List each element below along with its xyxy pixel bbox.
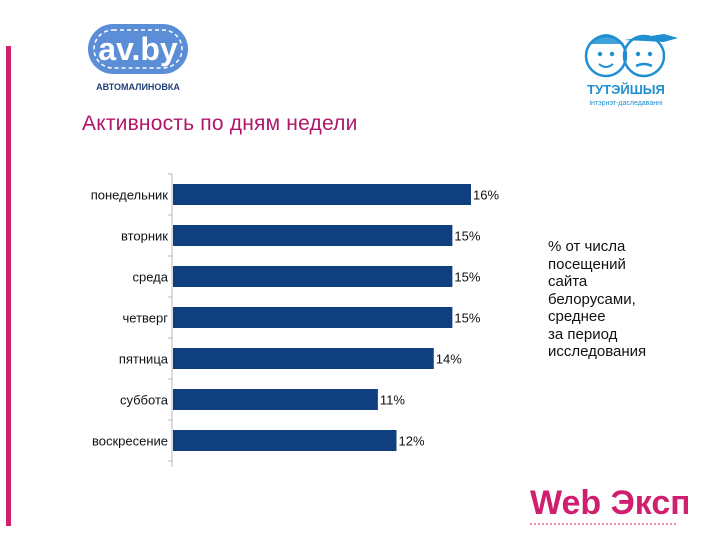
note-line: посещений [548,255,626,273]
tuteyshyya-name: ТУТЭЙШЫЯ [587,82,665,97]
category-label: среда [133,270,169,285]
bar-1 [173,184,471,205]
av-by-tagline: АВТОМАЛИНОВКА [96,82,180,92]
chart-note: % от числа посещений сайта белорусами, с… [548,238,708,361]
data-label: 16% [473,188,499,203]
bar-7 [173,430,397,451]
category-label: понедельник [91,188,169,203]
data-label: 14% [436,352,462,367]
category-label: суббота [120,393,169,408]
bar-2 [173,225,453,246]
tuteyshyya-tagline: інтэрнэт-даследаванні [589,99,662,107]
category-label: пятница [119,352,169,367]
category-label: вторник [121,229,168,244]
data-label: 12% [399,434,425,449]
web-expert-logo: Web Эксперт [528,476,720,537]
data-label: 15% [454,270,480,285]
note-line: за период [548,325,618,343]
note-line: белорусами, [548,290,636,308]
bar-6 [173,389,378,410]
slide-title: Активность по дням недели [82,112,358,135]
accent-bar [6,46,11,526]
note-line: среднее [548,308,606,325]
weekday-activity-chart: понедельник 16% вторник 15% среда 15% четверг 1… [60,168,530,473]
note-line: сайта [548,273,588,290]
category-label: воскресение [92,434,168,449]
category-label: четверг [123,311,169,326]
web-expert-wordmark: Web Эксперт [530,484,688,522]
data-label: 15% [454,311,480,326]
data-label: 15% [454,229,480,244]
bar-3 [173,266,453,287]
note-line: % от числа [548,238,626,255]
data-label: 11% [380,393,405,408]
tuteyshyya-logo: ТУТЭЙШЫЯ інтэрнэт-даследаванні [578,20,683,115]
bar-4 [173,307,453,328]
av-by-logo: av.by АВТОМАЛИНОВКА [80,18,195,101]
av-by-wordmark: av.by [98,31,178,67]
bar-5 [173,348,434,369]
note-line: исследования [548,343,647,360]
